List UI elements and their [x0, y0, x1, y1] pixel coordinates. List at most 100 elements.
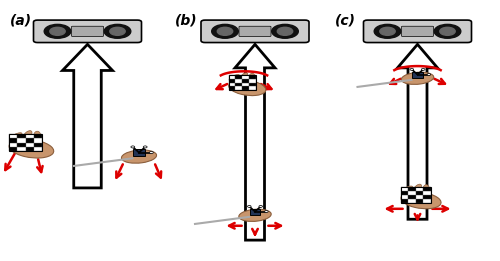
Circle shape: [410, 68, 414, 70]
Bar: [9, 134, 18, 138]
Bar: [250, 209, 260, 215]
Bar: [26, 134, 34, 138]
Circle shape: [50, 27, 65, 35]
Bar: [408, 191, 416, 195]
Bar: [133, 149, 145, 156]
Ellipse shape: [240, 73, 248, 80]
Bar: [228, 75, 256, 90]
FancyBboxPatch shape: [364, 20, 472, 43]
FancyBboxPatch shape: [239, 26, 271, 36]
Bar: [9, 147, 18, 151]
Bar: [242, 75, 250, 79]
Circle shape: [110, 27, 125, 35]
Bar: [34, 134, 42, 138]
FancyBboxPatch shape: [402, 26, 434, 36]
Circle shape: [259, 205, 262, 207]
Bar: [18, 147, 25, 151]
Text: (a): (a): [10, 13, 32, 27]
Bar: [26, 138, 34, 143]
Bar: [408, 187, 416, 191]
Bar: [18, 138, 25, 143]
FancyBboxPatch shape: [34, 20, 142, 43]
Bar: [9, 143, 18, 147]
Ellipse shape: [402, 186, 412, 193]
Bar: [236, 79, 242, 83]
Circle shape: [104, 24, 131, 38]
Bar: [9, 134, 42, 151]
Polygon shape: [62, 44, 112, 188]
FancyBboxPatch shape: [72, 26, 104, 36]
Bar: [401, 195, 408, 199]
Bar: [34, 147, 42, 151]
Bar: [401, 199, 408, 203]
Bar: [408, 199, 416, 203]
Bar: [34, 143, 42, 147]
Bar: [423, 191, 430, 195]
Bar: [408, 195, 416, 199]
Ellipse shape: [9, 139, 54, 158]
Bar: [423, 199, 430, 203]
Bar: [228, 75, 235, 79]
Bar: [416, 191, 423, 195]
Bar: [242, 86, 250, 90]
Ellipse shape: [10, 133, 22, 140]
Circle shape: [278, 27, 292, 35]
Bar: [18, 143, 25, 147]
Bar: [250, 83, 256, 86]
Polygon shape: [235, 44, 275, 240]
Bar: [416, 199, 423, 203]
Circle shape: [380, 27, 395, 35]
FancyBboxPatch shape: [201, 20, 309, 43]
Ellipse shape: [249, 73, 255, 81]
Circle shape: [212, 24, 238, 38]
Circle shape: [143, 146, 147, 148]
Bar: [228, 83, 235, 86]
Circle shape: [218, 27, 232, 35]
Bar: [26, 143, 34, 147]
Ellipse shape: [23, 131, 32, 139]
Bar: [34, 138, 42, 143]
Bar: [423, 195, 430, 199]
Circle shape: [248, 205, 251, 207]
Text: (b): (b): [175, 13, 198, 27]
Ellipse shape: [402, 72, 434, 84]
Text: (c): (c): [335, 13, 356, 27]
Circle shape: [374, 24, 401, 38]
Circle shape: [44, 24, 71, 38]
Bar: [242, 83, 250, 86]
Bar: [9, 138, 18, 143]
Bar: [250, 79, 256, 83]
Ellipse shape: [34, 131, 41, 140]
Ellipse shape: [401, 192, 441, 209]
Circle shape: [440, 27, 455, 35]
Polygon shape: [398, 44, 438, 219]
Bar: [401, 191, 408, 195]
Bar: [228, 86, 235, 90]
Ellipse shape: [239, 209, 271, 221]
Ellipse shape: [229, 74, 239, 81]
Ellipse shape: [423, 185, 430, 193]
Circle shape: [150, 151, 154, 153]
Bar: [423, 187, 430, 191]
Bar: [26, 147, 34, 151]
Ellipse shape: [228, 80, 266, 96]
Bar: [250, 75, 256, 79]
Circle shape: [264, 211, 268, 212]
Circle shape: [272, 24, 298, 38]
Bar: [416, 195, 423, 199]
Bar: [416, 187, 423, 191]
Circle shape: [131, 146, 135, 148]
Ellipse shape: [414, 184, 422, 192]
Circle shape: [434, 24, 461, 38]
Bar: [236, 86, 242, 90]
Circle shape: [422, 68, 425, 70]
Circle shape: [427, 74, 430, 75]
Bar: [18, 134, 25, 138]
Bar: [401, 187, 430, 203]
Bar: [236, 75, 242, 79]
Bar: [236, 83, 242, 86]
Ellipse shape: [122, 150, 156, 163]
Bar: [228, 79, 235, 83]
Bar: [412, 72, 423, 78]
Bar: [401, 187, 408, 191]
